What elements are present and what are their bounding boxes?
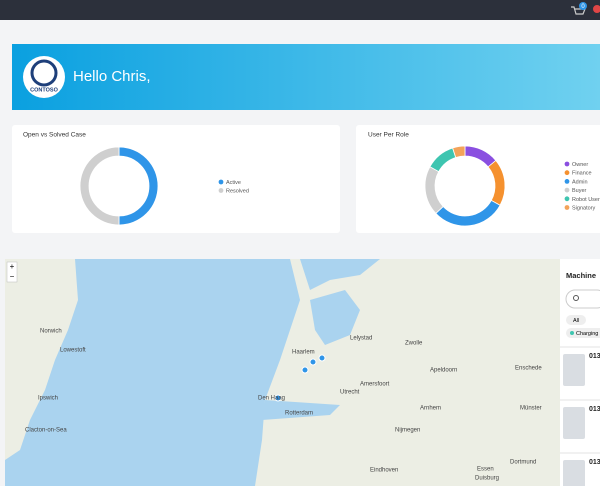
sea [5, 259, 300, 486]
card-title: Open vs Solved Case [23, 132, 86, 139]
place-label: Amersfoort [360, 382, 390, 388]
place-label: Arnhem [420, 406, 441, 412]
legend-label: Buyer [572, 188, 587, 194]
chip-label: Charging [576, 331, 598, 337]
greeting: Hello Chris, [73, 68, 151, 85]
machine-id[interactable]: 013 [589, 353, 600, 360]
donut-segment [452, 145, 466, 158]
land-uk [5, 259, 78, 460]
place-label: Essen [477, 467, 494, 473]
legend-label: Active [226, 180, 241, 186]
legend-swatch [564, 161, 570, 167]
estuary [262, 400, 340, 420]
machine-id[interactable]: 013 [589, 406, 600, 413]
place-label: Clacton-on-Sea [25, 428, 67, 434]
zoom-in[interactable]: + [10, 262, 15, 271]
machine-marker[interactable] [274, 394, 282, 402]
legend-label: Signatory [572, 205, 595, 211]
machine-marker[interactable] [309, 358, 317, 366]
notification-icon[interactable] [593, 5, 600, 13]
cart-badge-text: 0 [581, 4, 585, 10]
legend-swatch [218, 179, 224, 185]
place-label: Ipswich [38, 396, 58, 402]
map[interactable]: Norwich Ipswich Lowestoft Clacton-on-Sea Haa… [5, 259, 560, 486]
place-label: Enschede [515, 366, 542, 372]
zoom-control [6, 261, 18, 283]
chip-label: All [573, 318, 579, 324]
logo-text: CONTOSO [30, 87, 58, 93]
card [12, 125, 340, 233]
legend-label: Owner [572, 162, 588, 168]
lake [310, 290, 360, 345]
legend-swatch [564, 205, 570, 210]
machine-marker[interactable] [318, 354, 326, 362]
logo-mark [30, 59, 58, 87]
place-label: Eindhoven [370, 468, 398, 474]
chip[interactable] [566, 328, 600, 338]
search-icon [573, 295, 579, 301]
place-label: Haarlem [292, 350, 315, 356]
card [356, 125, 600, 233]
legend-swatch [218, 188, 224, 193]
place-label: Norwich [40, 329, 62, 335]
legend-swatch [564, 187, 570, 193]
donut-chart: Owner Finance Admin Buyer Robot User Signator… [424, 145, 600, 227]
banner [12, 44, 600, 110]
machine-thumbnail[interactable] [563, 354, 585, 386]
panel-title: Machine [566, 271, 596, 280]
legend-swatch [564, 179, 570, 184]
place-label: Apeldoorn [430, 368, 457, 374]
donut-segment [79, 146, 120, 226]
legend-swatch [564, 196, 570, 202]
machine-thumbnail[interactable] [563, 407, 585, 439]
sea-north [300, 259, 380, 290]
place-label: Dortmund [510, 460, 536, 466]
place-label: Münster [520, 406, 542, 412]
place-label: Duisburg [475, 476, 499, 482]
place-label: Utrecht [340, 390, 360, 396]
legend-label: Resolved [226, 188, 249, 194]
search-box[interactable] [565, 289, 600, 309]
legend-swatch [564, 170, 570, 176]
machine-marker[interactable] [301, 366, 309, 374]
cart-badge [579, 2, 587, 10]
place-label: Zwolle [405, 341, 423, 347]
machine-thumbnail[interactable] [563, 460, 585, 486]
place-label: Nijmegen [395, 428, 420, 434]
legend-label: Admin [572, 179, 588, 185]
place-label: Lowestoft [60, 348, 86, 354]
card-title: User Per Role [368, 132, 409, 139]
chip[interactable] [566, 315, 586, 325]
place-label: Lelystad [350, 336, 372, 342]
zoom-out[interactable]: − [10, 272, 15, 281]
legend-label: Robot User [572, 197, 600, 203]
top-bar [0, 0, 600, 20]
machine-id[interactable]: 013 [589, 459, 600, 466]
legend-label: Finance [572, 171, 592, 177]
place-label: Den Haag [258, 396, 285, 402]
chip-dot [570, 331, 574, 335]
donut-chart: Active Resolved [79, 146, 249, 226]
place-label: Rotterdam [285, 411, 313, 417]
